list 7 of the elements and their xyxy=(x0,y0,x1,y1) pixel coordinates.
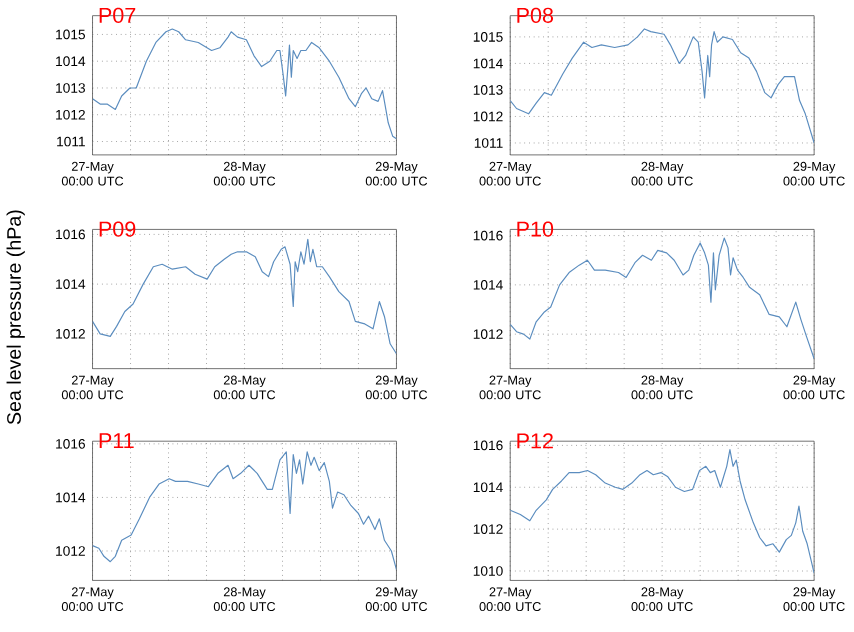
chart-title: P11 xyxy=(99,433,134,449)
chart-title: P10 xyxy=(517,221,554,237)
chart-title: P12 xyxy=(517,433,553,449)
y-axis-title: Sea level pressure (hPa) xyxy=(6,210,25,425)
chart-title: P09 xyxy=(99,221,136,237)
chart-title: P08 xyxy=(517,7,554,24)
chart-title: P07 xyxy=(99,7,136,24)
